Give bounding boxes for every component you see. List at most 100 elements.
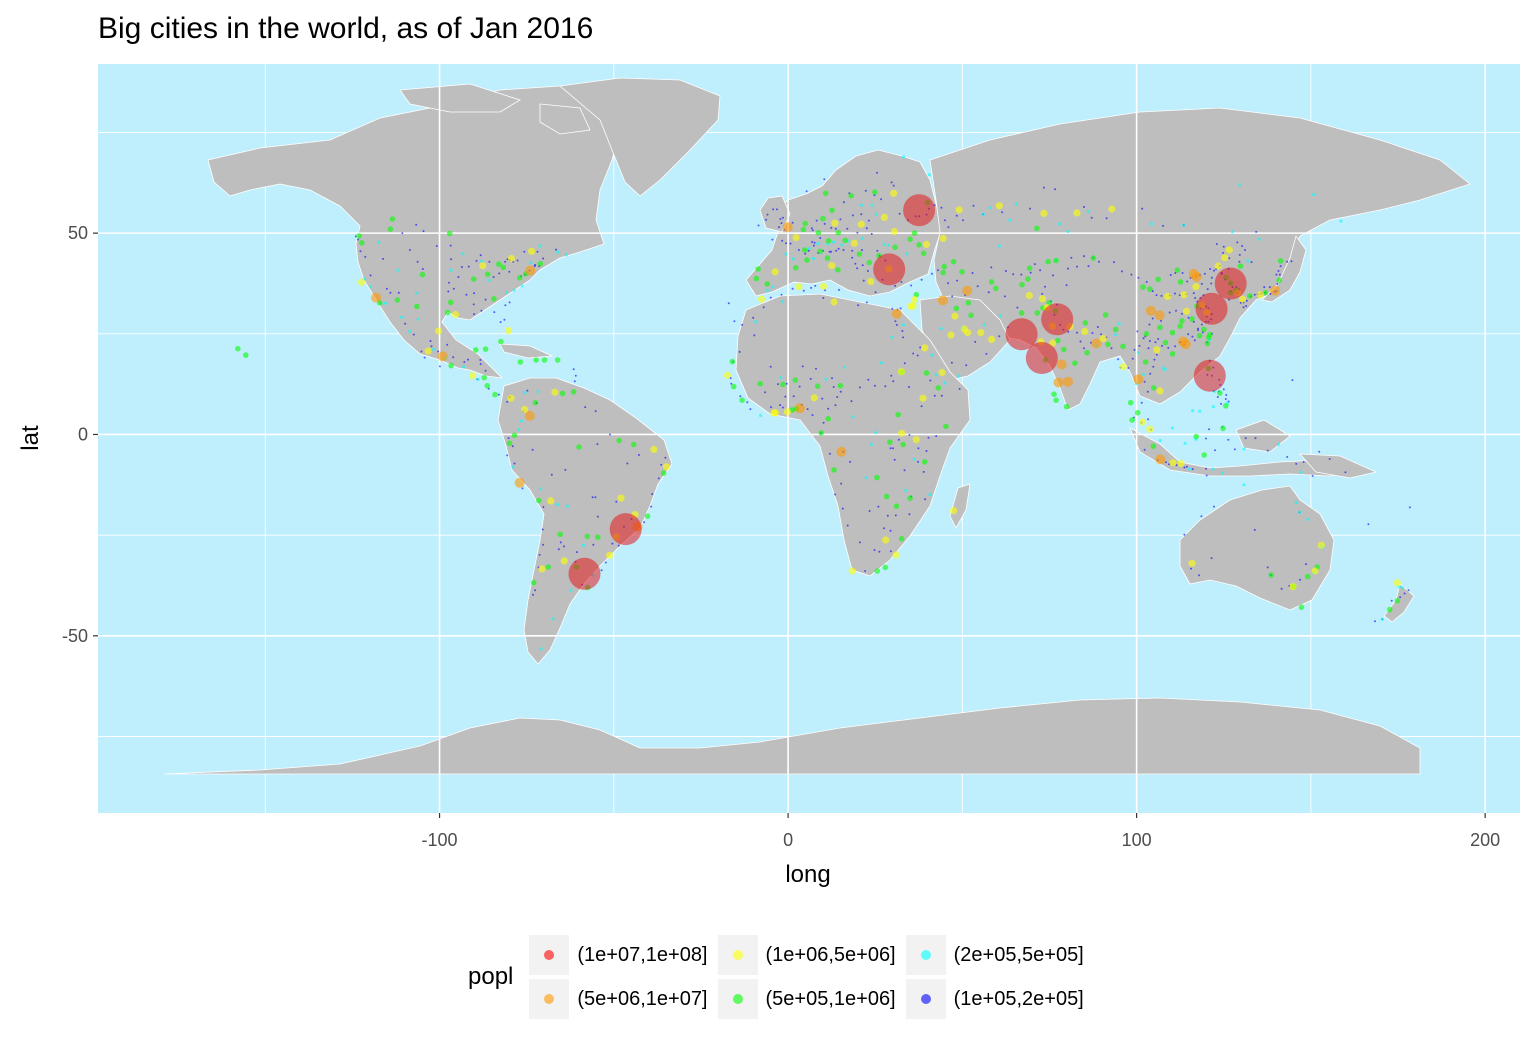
chart-title: Big cities in the world, as of Jan 2016 bbox=[98, 12, 594, 45]
city-point bbox=[889, 447, 892, 450]
city-point bbox=[866, 259, 873, 266]
city-point bbox=[1270, 285, 1280, 296]
city-point bbox=[1147, 286, 1153, 292]
city-point bbox=[1408, 506, 1411, 509]
city-point bbox=[529, 260, 533, 265]
city-point bbox=[828, 452, 831, 455]
city-point bbox=[1105, 217, 1108, 220]
city-point bbox=[1081, 327, 1089, 335]
city-point bbox=[1051, 391, 1057, 398]
city-point bbox=[511, 445, 514, 448]
city-point bbox=[1205, 437, 1207, 440]
city-point bbox=[1174, 292, 1176, 295]
city-point bbox=[1154, 310, 1165, 321]
city-point bbox=[856, 251, 863, 257]
city-point bbox=[874, 568, 881, 574]
city-point bbox=[408, 329, 412, 333]
city-point bbox=[1146, 425, 1154, 433]
city-point bbox=[890, 189, 898, 197]
city-point bbox=[957, 374, 961, 378]
city-point bbox=[890, 335, 894, 339]
city-point bbox=[861, 264, 864, 267]
city-point bbox=[369, 274, 372, 277]
city-point bbox=[479, 254, 482, 257]
city-point bbox=[560, 557, 568, 565]
city-point bbox=[382, 257, 385, 260]
city-point bbox=[1407, 589, 1410, 592]
city-point bbox=[1058, 222, 1062, 226]
city-point bbox=[902, 336, 905, 339]
city-point bbox=[1178, 336, 1188, 347]
city-point bbox=[892, 184, 895, 187]
city-point bbox=[834, 404, 837, 407]
city-point bbox=[479, 359, 482, 361]
city-point bbox=[824, 255, 831, 261]
city-point bbox=[940, 206, 943, 209]
city-point bbox=[596, 515, 599, 518]
city-point bbox=[880, 198, 883, 201]
city-point bbox=[1053, 257, 1059, 264]
city-point bbox=[1083, 347, 1085, 350]
city-point bbox=[879, 361, 884, 365]
city-point bbox=[1253, 293, 1256, 296]
city-point bbox=[904, 488, 908, 492]
city-point bbox=[827, 407, 830, 410]
city-point bbox=[1164, 292, 1172, 300]
city-point bbox=[1025, 291, 1033, 300]
city-point bbox=[919, 346, 922, 349]
y-axis-ticks: -50 0 50 bbox=[62, 223, 98, 646]
city-point bbox=[1276, 282, 1279, 285]
city-point bbox=[1052, 274, 1054, 277]
city-point bbox=[1201, 452, 1207, 458]
city-point bbox=[1230, 230, 1235, 234]
city-point bbox=[1183, 466, 1186, 469]
legend-dot bbox=[544, 950, 555, 960]
city-point bbox=[493, 311, 496, 314]
city-point bbox=[1141, 207, 1144, 210]
city-point bbox=[1253, 528, 1256, 531]
city-point bbox=[793, 265, 799, 271]
land-south-america bbox=[497, 377, 673, 665]
city-point bbox=[559, 541, 562, 544]
city-point bbox=[813, 241, 816, 244]
city-point bbox=[1155, 454, 1166, 465]
city-point bbox=[1289, 583, 1297, 591]
city-point bbox=[1096, 326, 1099, 328]
city-point bbox=[383, 301, 388, 305]
city-point bbox=[851, 249, 854, 252]
city-point bbox=[545, 564, 552, 570]
city-point bbox=[792, 234, 800, 242]
city-point bbox=[1203, 272, 1206, 275]
city-point bbox=[1286, 456, 1289, 458]
city-point bbox=[1217, 390, 1223, 396]
land-greenland bbox=[559, 77, 721, 197]
city-point bbox=[650, 445, 658, 453]
y-tick-label: 0 bbox=[78, 424, 88, 444]
city-point bbox=[482, 346, 489, 352]
city-point bbox=[498, 338, 504, 345]
city-point bbox=[420, 350, 423, 353]
city-point bbox=[862, 279, 865, 282]
city-point bbox=[1238, 260, 1241, 263]
city-point bbox=[514, 477, 525, 488]
city-point bbox=[780, 293, 783, 296]
city-point bbox=[995, 202, 1003, 210]
city-point bbox=[1160, 319, 1162, 322]
city-point bbox=[974, 340, 977, 343]
city-point bbox=[785, 242, 787, 245]
city-point bbox=[987, 291, 990, 294]
city-point bbox=[1056, 359, 1067, 370]
city-point bbox=[738, 350, 741, 353]
legend-item: (2e+05,5e+05] bbox=[905, 933, 1084, 977]
city-point bbox=[889, 529, 892, 532]
city-point bbox=[874, 474, 880, 481]
city-point bbox=[968, 312, 974, 319]
city-point bbox=[771, 285, 775, 289]
city-point bbox=[864, 570, 867, 572]
city-point bbox=[1210, 557, 1213, 560]
city-point bbox=[759, 413, 763, 418]
city-point bbox=[840, 482, 843, 485]
city-point bbox=[814, 284, 817, 287]
city-point bbox=[450, 258, 453, 261]
city-point bbox=[882, 536, 890, 544]
